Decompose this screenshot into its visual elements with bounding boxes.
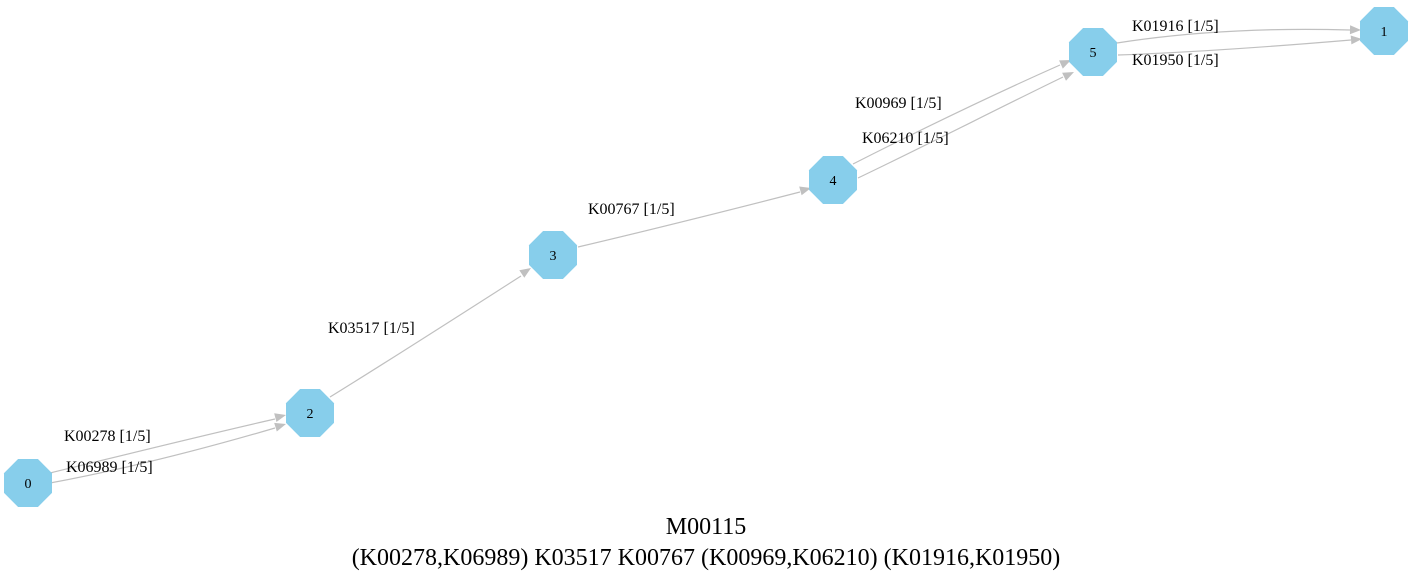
module-definition-caption: (K00278,K06989) K03517 K00767 (K00969,K0…	[351, 545, 1061, 571]
edge-line	[1116, 28, 1351, 44]
node-2: 2	[286, 389, 334, 437]
arrowhead-icon	[1059, 60, 1071, 69]
node-3: 3	[529, 231, 577, 279]
edge-line	[49, 427, 276, 484]
edge-label: K00278 [1/5]	[64, 428, 151, 445]
node-label: 4	[830, 174, 837, 189]
edge-4-to-5	[857, 72, 1074, 179]
edge-line	[49, 418, 276, 474]
edges-layer	[49, 25, 1362, 484]
edge-label: K00969 [1/5]	[855, 95, 942, 112]
edge-label: K00767 [1/5]	[588, 201, 675, 218]
edge-labels-layer: K00278 [1/5] K06989 [1/5] K03517 [1/5] K007…	[64, 18, 1219, 476]
octagon-node-shape	[4, 459, 52, 507]
node-5: 5	[1069, 28, 1117, 76]
edge-4-to-5	[852, 60, 1071, 165]
edge-3-to-4	[577, 186, 811, 248]
octagon-node-shape	[1360, 7, 1408, 55]
edge-line	[577, 191, 801, 248]
edge-label: K01950 [1/5]	[1132, 52, 1219, 69]
node-1: 1	[1360, 7, 1408, 55]
node-label: 2	[307, 407, 314, 422]
arrowhead-icon	[274, 413, 286, 422]
edge-2-to-3	[329, 268, 531, 398]
edge-line	[329, 275, 522, 398]
edge-0-to-2	[49, 422, 286, 484]
edge-label: K06989 [1/5]	[66, 459, 153, 476]
node-label: 5	[1090, 46, 1097, 61]
octagon-node-shape	[286, 389, 334, 437]
octagon-node-shape	[809, 156, 857, 204]
arrowhead-icon	[1350, 35, 1362, 45]
octagon-node-shape	[529, 231, 577, 279]
edge-line	[1117, 39, 1352, 56]
octagon-node-shape	[1069, 28, 1117, 76]
node-label: 1	[1381, 25, 1388, 40]
node-0: 0	[4, 459, 52, 507]
edge-line	[857, 76, 1064, 179]
edge-5-to-1	[1116, 25, 1361, 44]
edge-label: K03517 [1/5]	[328, 320, 415, 337]
arrowhead-icon	[519, 268, 531, 278]
arrowhead-icon	[1349, 25, 1361, 35]
edge-0-to-2	[49, 413, 286, 474]
node-label: 3	[550, 249, 557, 264]
arrowhead-icon	[799, 186, 811, 196]
node-label: 0	[25, 477, 32, 492]
module-id-caption: M00115	[665, 514, 747, 540]
edge-line	[852, 64, 1061, 165]
edge-label: K01916 [1/5]	[1132, 18, 1219, 35]
arrowhead-icon	[1062, 72, 1074, 81]
arrowhead-icon	[274, 422, 286, 432]
nodes-layer: 0 1 2 3 4 5	[4, 7, 1408, 507]
node-4: 4	[809, 156, 857, 204]
edge-5-to-1	[1117, 35, 1362, 56]
edge-label: K06210 [1/5]	[862, 130, 949, 147]
